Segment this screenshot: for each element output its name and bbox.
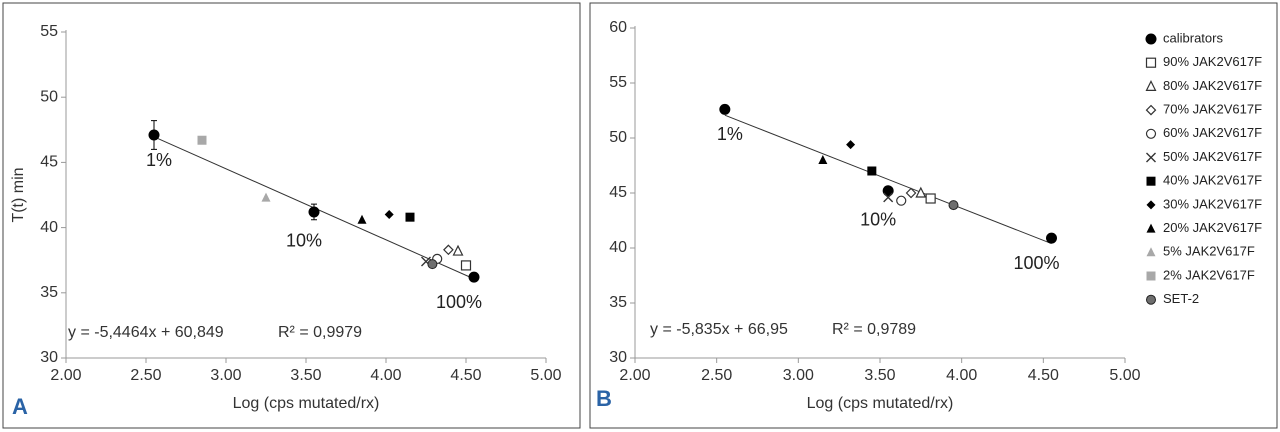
y-tick-label: 50: [40, 88, 58, 105]
legend-marker: [1145, 80, 1157, 91]
legend-marker: [1145, 128, 1157, 139]
marker: [818, 155, 828, 164]
x-tick-label: 2.50: [130, 367, 161, 384]
marker: [719, 103, 731, 115]
y-tick-label: 35: [40, 284, 58, 301]
y-tick-label: 35: [609, 294, 627, 311]
marker: [925, 193, 936, 204]
marker: [308, 206, 320, 218]
legend-marker: [1146, 152, 1156, 163]
marker: [452, 244, 464, 256]
marker: [883, 192, 894, 203]
marker: [148, 129, 160, 141]
legend-label: 70% JAK2V617F: [1163, 102, 1262, 117]
x-tick-label: 3.50: [290, 367, 321, 384]
x-tick-label: 4.00: [946, 367, 977, 384]
marker: [867, 166, 877, 176]
y-tick-label: 40: [40, 219, 58, 236]
annotation: 100%: [1013, 253, 1059, 273]
annotation: 1%: [146, 150, 172, 170]
legend-label: 90% JAK2V617F: [1163, 54, 1262, 69]
r-squared: R² = 0,9979: [278, 324, 362, 341]
marker: [261, 192, 271, 202]
y-tick-label: 45: [40, 154, 58, 171]
legend-label: 80% JAK2V617F: [1163, 78, 1262, 93]
y-tick-label: 40: [609, 239, 627, 256]
x-axis-label: Log (cps mutated/rx): [233, 395, 380, 412]
y-tick-label: 50: [609, 129, 627, 146]
legend-label: 50% JAK2V617F: [1163, 149, 1262, 164]
annotation: 10%: [286, 231, 322, 251]
x-tick-label: 2.50: [701, 367, 732, 384]
equation: y = -5,4464x + 60,849: [68, 324, 224, 341]
panel-frame: [2, 2, 581, 429]
legend-label: 40% JAK2V617F: [1163, 173, 1262, 188]
x-tick-label: 2.00: [619, 367, 650, 384]
marker: [460, 260, 472, 271]
marker: [405, 212, 415, 222]
trendline: [724, 114, 1052, 245]
marker: [948, 200, 959, 211]
x-axis-label: Log (cps mutated/rx): [807, 395, 954, 412]
marker: [846, 140, 856, 150]
x-tick-label: 5.00: [1109, 367, 1140, 384]
marker: [905, 187, 917, 199]
y-tick-label: 55: [40, 23, 58, 40]
marker: [468, 271, 480, 283]
y-tick-label: 55: [609, 74, 627, 91]
y-tick-label: 45: [609, 184, 627, 201]
marker: [896, 195, 907, 206]
annotation: 10%: [860, 210, 896, 230]
panel-letter: A: [12, 394, 28, 419]
x-tick-label: 3.00: [783, 367, 814, 384]
r-squared: R² = 0,9789: [832, 321, 916, 338]
legend-label: 5% JAK2V617F: [1163, 244, 1255, 259]
marker: [1046, 232, 1057, 244]
legend-label: 30% JAK2V617F: [1163, 196, 1262, 211]
annotation: 100%: [436, 292, 482, 312]
marker: [197, 135, 207, 145]
marker: [443, 244, 454, 256]
x-tick-label: 3.00: [210, 367, 241, 384]
legend-label: SET-2: [1163, 291, 1199, 306]
x-tick-label: 4.00: [370, 367, 401, 384]
legend-marker: [1145, 33, 1157, 45]
annotation: 1%: [717, 124, 743, 144]
legend-marker: [1146, 200, 1156, 210]
legend-marker: [1146, 294, 1156, 305]
marker: [427, 259, 438, 270]
x-tick-label: 3.50: [864, 367, 895, 384]
x-tick-label: 5.00: [530, 367, 561, 384]
equation: y = -5,835x + 66,95: [650, 321, 788, 338]
x-tick-label: 2.00: [50, 367, 81, 384]
legend-label: 60% JAK2V617F: [1163, 125, 1262, 140]
marker: [882, 185, 894, 197]
y-tick-label: 60: [609, 19, 627, 36]
legend-label: 20% JAK2V617F: [1163, 220, 1262, 235]
y-tick-label: 30: [609, 349, 627, 366]
legend-marker: [1146, 176, 1156, 186]
legend-marker: [1145, 104, 1157, 116]
panel-letter: B: [596, 386, 612, 411]
legend-label: 2% JAK2V617F: [1163, 267, 1255, 282]
panel-frame: [589, 2, 1278, 429]
legend-label: calibrators: [1163, 30, 1223, 45]
x-tick-label: 4.50: [450, 367, 481, 384]
legend-marker: [1145, 57, 1157, 68]
legend-marker: [1146, 223, 1156, 233]
y-tick-label: 30: [40, 349, 58, 366]
legend-marker: [1146, 247, 1156, 257]
x-tick-label: 4.50: [1028, 367, 1059, 384]
legend-marker: [1146, 271, 1156, 281]
marker: [915, 186, 927, 198]
marker: [357, 214, 367, 224]
marker: [384, 210, 394, 220]
y-axis-label: T(t) min: [10, 167, 27, 222]
